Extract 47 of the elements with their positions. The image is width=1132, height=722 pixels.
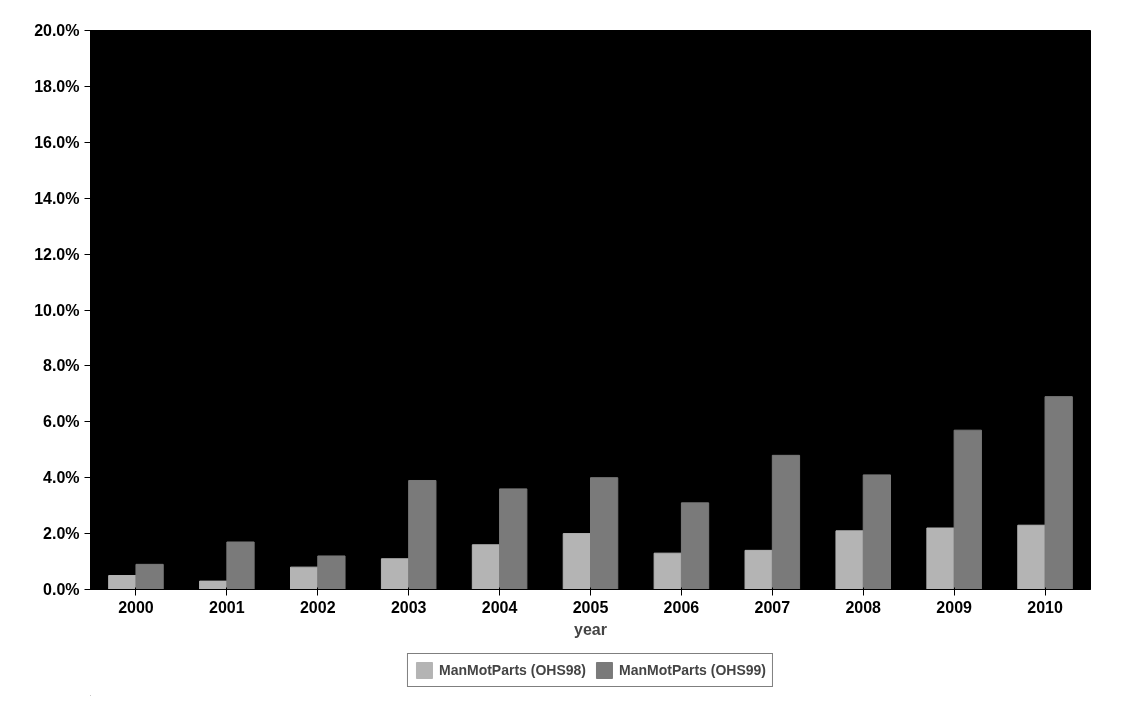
y-tick-label: 18.0%	[34, 77, 80, 95]
y-tick-label: 14.0%	[34, 189, 80, 207]
y-tick-label: 12.0%	[34, 245, 80, 263]
bar	[1044, 396, 1073, 590]
y-tick-label: 16.0%	[34, 133, 80, 151]
y-tick-label: 2.0%	[43, 525, 80, 543]
x-tick-label: 2001	[209, 598, 245, 616]
bar	[199, 580, 228, 590]
bar	[471, 544, 501, 590]
x-tick-label: 2008	[845, 598, 882, 616]
x-axis-title: year	[574, 620, 607, 638]
bar	[380, 558, 410, 590]
bar	[680, 502, 710, 590]
bar	[1017, 524, 1046, 590]
x-tick-label: 2003	[390, 598, 427, 616]
bar	[562, 533, 591, 590]
y-tick-label: 4.0%	[43, 469, 80, 487]
y-tick-label: 0.0%	[43, 581, 80, 598]
bar	[290, 566, 319, 590]
x-tick-label: 2005	[572, 598, 609, 616]
bar	[408, 479, 437, 590]
bar	[108, 575, 137, 590]
x-tick-label: 2007	[754, 598, 791, 616]
x-tick-label: 2006	[663, 598, 700, 616]
x-tick-label: 2009	[936, 598, 973, 616]
bar	[926, 527, 955, 590]
bar	[499, 488, 528, 590]
y-tick-label: 20.0%	[34, 22, 80, 39]
bar	[862, 474, 891, 590]
y-tick-label: 10.0%	[34, 301, 80, 319]
x-tick-label: 2002	[299, 598, 336, 616]
legend-label: ManMotParts (OHS99)	[619, 662, 767, 678]
x-tick-label: 2004	[481, 598, 518, 616]
bar	[953, 429, 982, 590]
bar	[590, 477, 619, 590]
bar	[771, 454, 801, 590]
legend-label: ManMotParts (OHS98)	[438, 662, 586, 678]
y-tick-label: 8.0%	[43, 357, 80, 375]
bar	[835, 530, 864, 590]
bar	[135, 563, 164, 590]
bar	[317, 555, 346, 590]
x-tick-label: 2000	[118, 598, 154, 616]
x-tick-label: 2010	[1027, 598, 1063, 616]
bar	[653, 552, 682, 590]
y-tick-label: 6.0%	[43, 413, 80, 431]
bar	[226, 541, 255, 590]
bar	[744, 549, 773, 590]
